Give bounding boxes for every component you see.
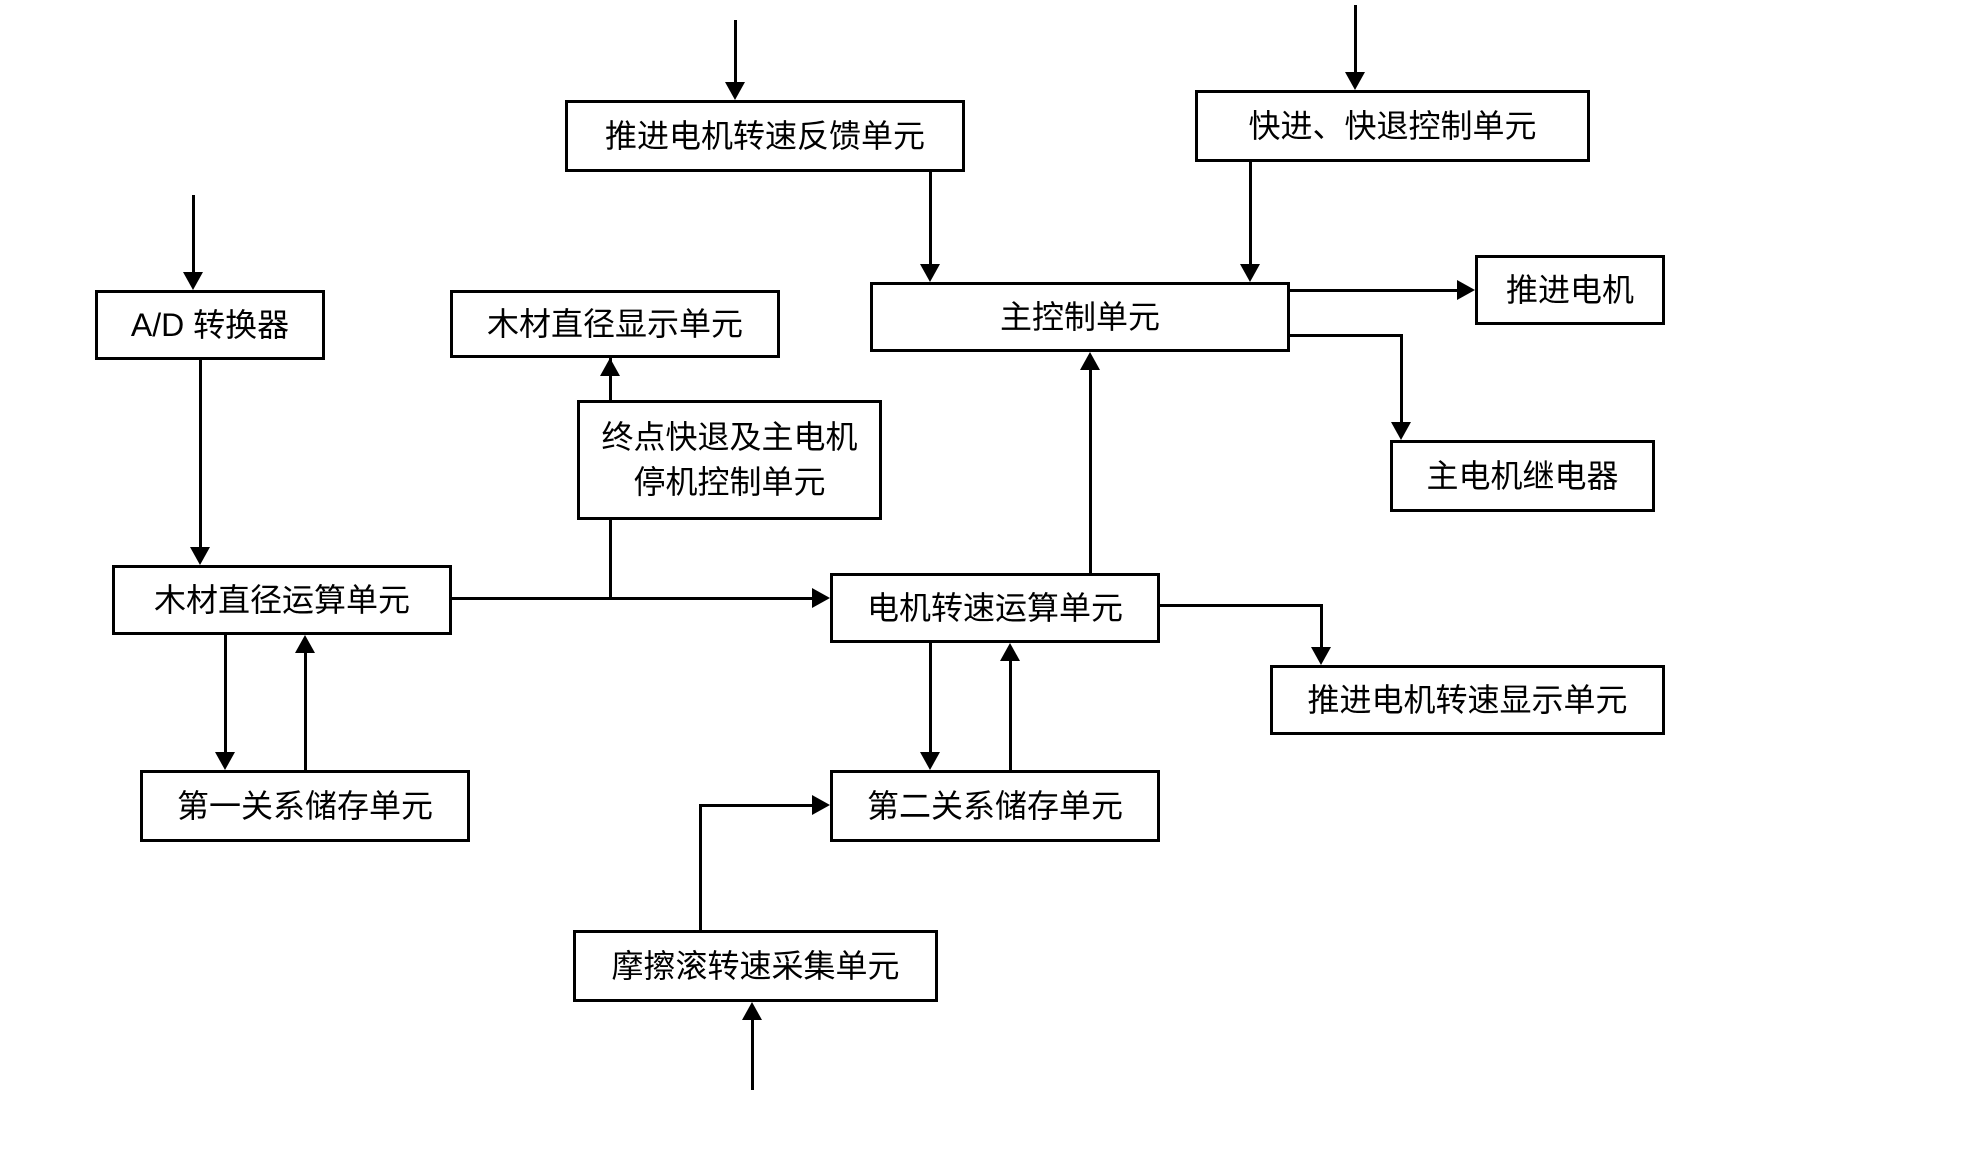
edge-line <box>199 360 202 550</box>
edge-line <box>224 635 227 755</box>
edge-line <box>1354 5 1357 75</box>
node-main-control: 主控制单元 <box>870 282 1290 352</box>
arrow-down-icon <box>920 752 940 770</box>
arrow-down-icon <box>1311 647 1331 665</box>
edge-line <box>304 650 307 770</box>
node-label: 主电机继电器 <box>1426 454 1618 499</box>
arrow-up-icon <box>742 1002 762 1020</box>
node-main-motor-relay: 主电机继电器 <box>1390 440 1655 512</box>
node-friction-roller-collect: 摩擦滚转速采集单元 <box>573 930 938 1002</box>
arrow-up-icon <box>600 358 620 376</box>
node-endpoint-stop-control: 终点快退及主电机停机控制单元 <box>577 400 882 520</box>
arrow-down-icon <box>725 82 745 100</box>
edge-line <box>1160 604 1323 607</box>
node-label: 摩擦滚转速采集单元 <box>611 944 899 989</box>
node-second-relation-store: 第二关系储存单元 <box>830 770 1160 842</box>
node-ad-converter: A/D 转换器 <box>95 290 325 360</box>
arrow-right-icon <box>812 795 830 815</box>
edge-line <box>1009 658 1012 770</box>
edge-line <box>1089 370 1092 573</box>
arrow-right-icon <box>812 588 830 608</box>
arrow-down-icon <box>215 752 235 770</box>
edge-line <box>1400 334 1403 425</box>
node-first-relation-store: 第一关系储存单元 <box>140 770 470 842</box>
edge-line <box>751 1017 754 1090</box>
edge-line <box>452 597 815 600</box>
edge-line <box>929 643 932 755</box>
node-label: 推进电机 <box>1506 268 1634 313</box>
edge-line <box>1249 162 1252 267</box>
arrow-down-icon <box>190 547 210 565</box>
arrow-right-icon <box>1457 280 1475 300</box>
arrow-down-icon <box>1391 422 1411 440</box>
node-label: 木材直径运算单元 <box>154 578 410 623</box>
edge-line <box>192 195 195 275</box>
node-push-motor: 推进电机 <box>1475 255 1665 325</box>
node-label: 电机转速运算单元 <box>867 586 1123 631</box>
node-label: 推进电机转速显示单元 <box>1307 678 1627 723</box>
edge-line <box>1290 289 1460 292</box>
edge-line <box>1290 334 1403 337</box>
node-diameter-display: 木材直径显示单元 <box>450 290 780 358</box>
edge-line <box>734 20 737 85</box>
node-label: 木材直径显示单元 <box>487 302 743 347</box>
node-label: A/D 转换器 <box>131 303 289 348</box>
node-label: 第一关系储存单元 <box>177 784 433 829</box>
arrow-up-icon <box>1080 352 1100 370</box>
edge-line <box>1320 604 1323 650</box>
arrow-down-icon <box>183 272 203 290</box>
arrow-down-icon <box>920 264 940 282</box>
node-label: 主控制单元 <box>1000 295 1160 340</box>
arrow-down-icon <box>1345 72 1365 90</box>
arrow-up-icon <box>1000 643 1020 661</box>
edge-line <box>699 804 702 930</box>
node-label: 快进、快退控制单元 <box>1248 104 1536 149</box>
node-ff-rw-control: 快进、快退控制单元 <box>1195 90 1590 162</box>
node-speed-display: 推进电机转速显示单元 <box>1270 665 1665 735</box>
node-diameter-calc: 木材直径运算单元 <box>112 565 452 635</box>
node-label: 第二关系储存单元 <box>867 784 1123 829</box>
node-label: 推进电机转速反馈单元 <box>605 114 925 159</box>
edge-line <box>609 520 612 600</box>
edge-line <box>699 804 815 807</box>
node-feedback-unit: 推进电机转速反馈单元 <box>565 100 965 172</box>
node-speed-calc: 电机转速运算单元 <box>830 573 1160 643</box>
node-label: 终点快退及主电机停机控制单元 <box>600 415 859 505</box>
arrow-down-icon <box>1240 264 1260 282</box>
arrow-up-icon <box>295 635 315 653</box>
edge-line <box>929 172 932 267</box>
